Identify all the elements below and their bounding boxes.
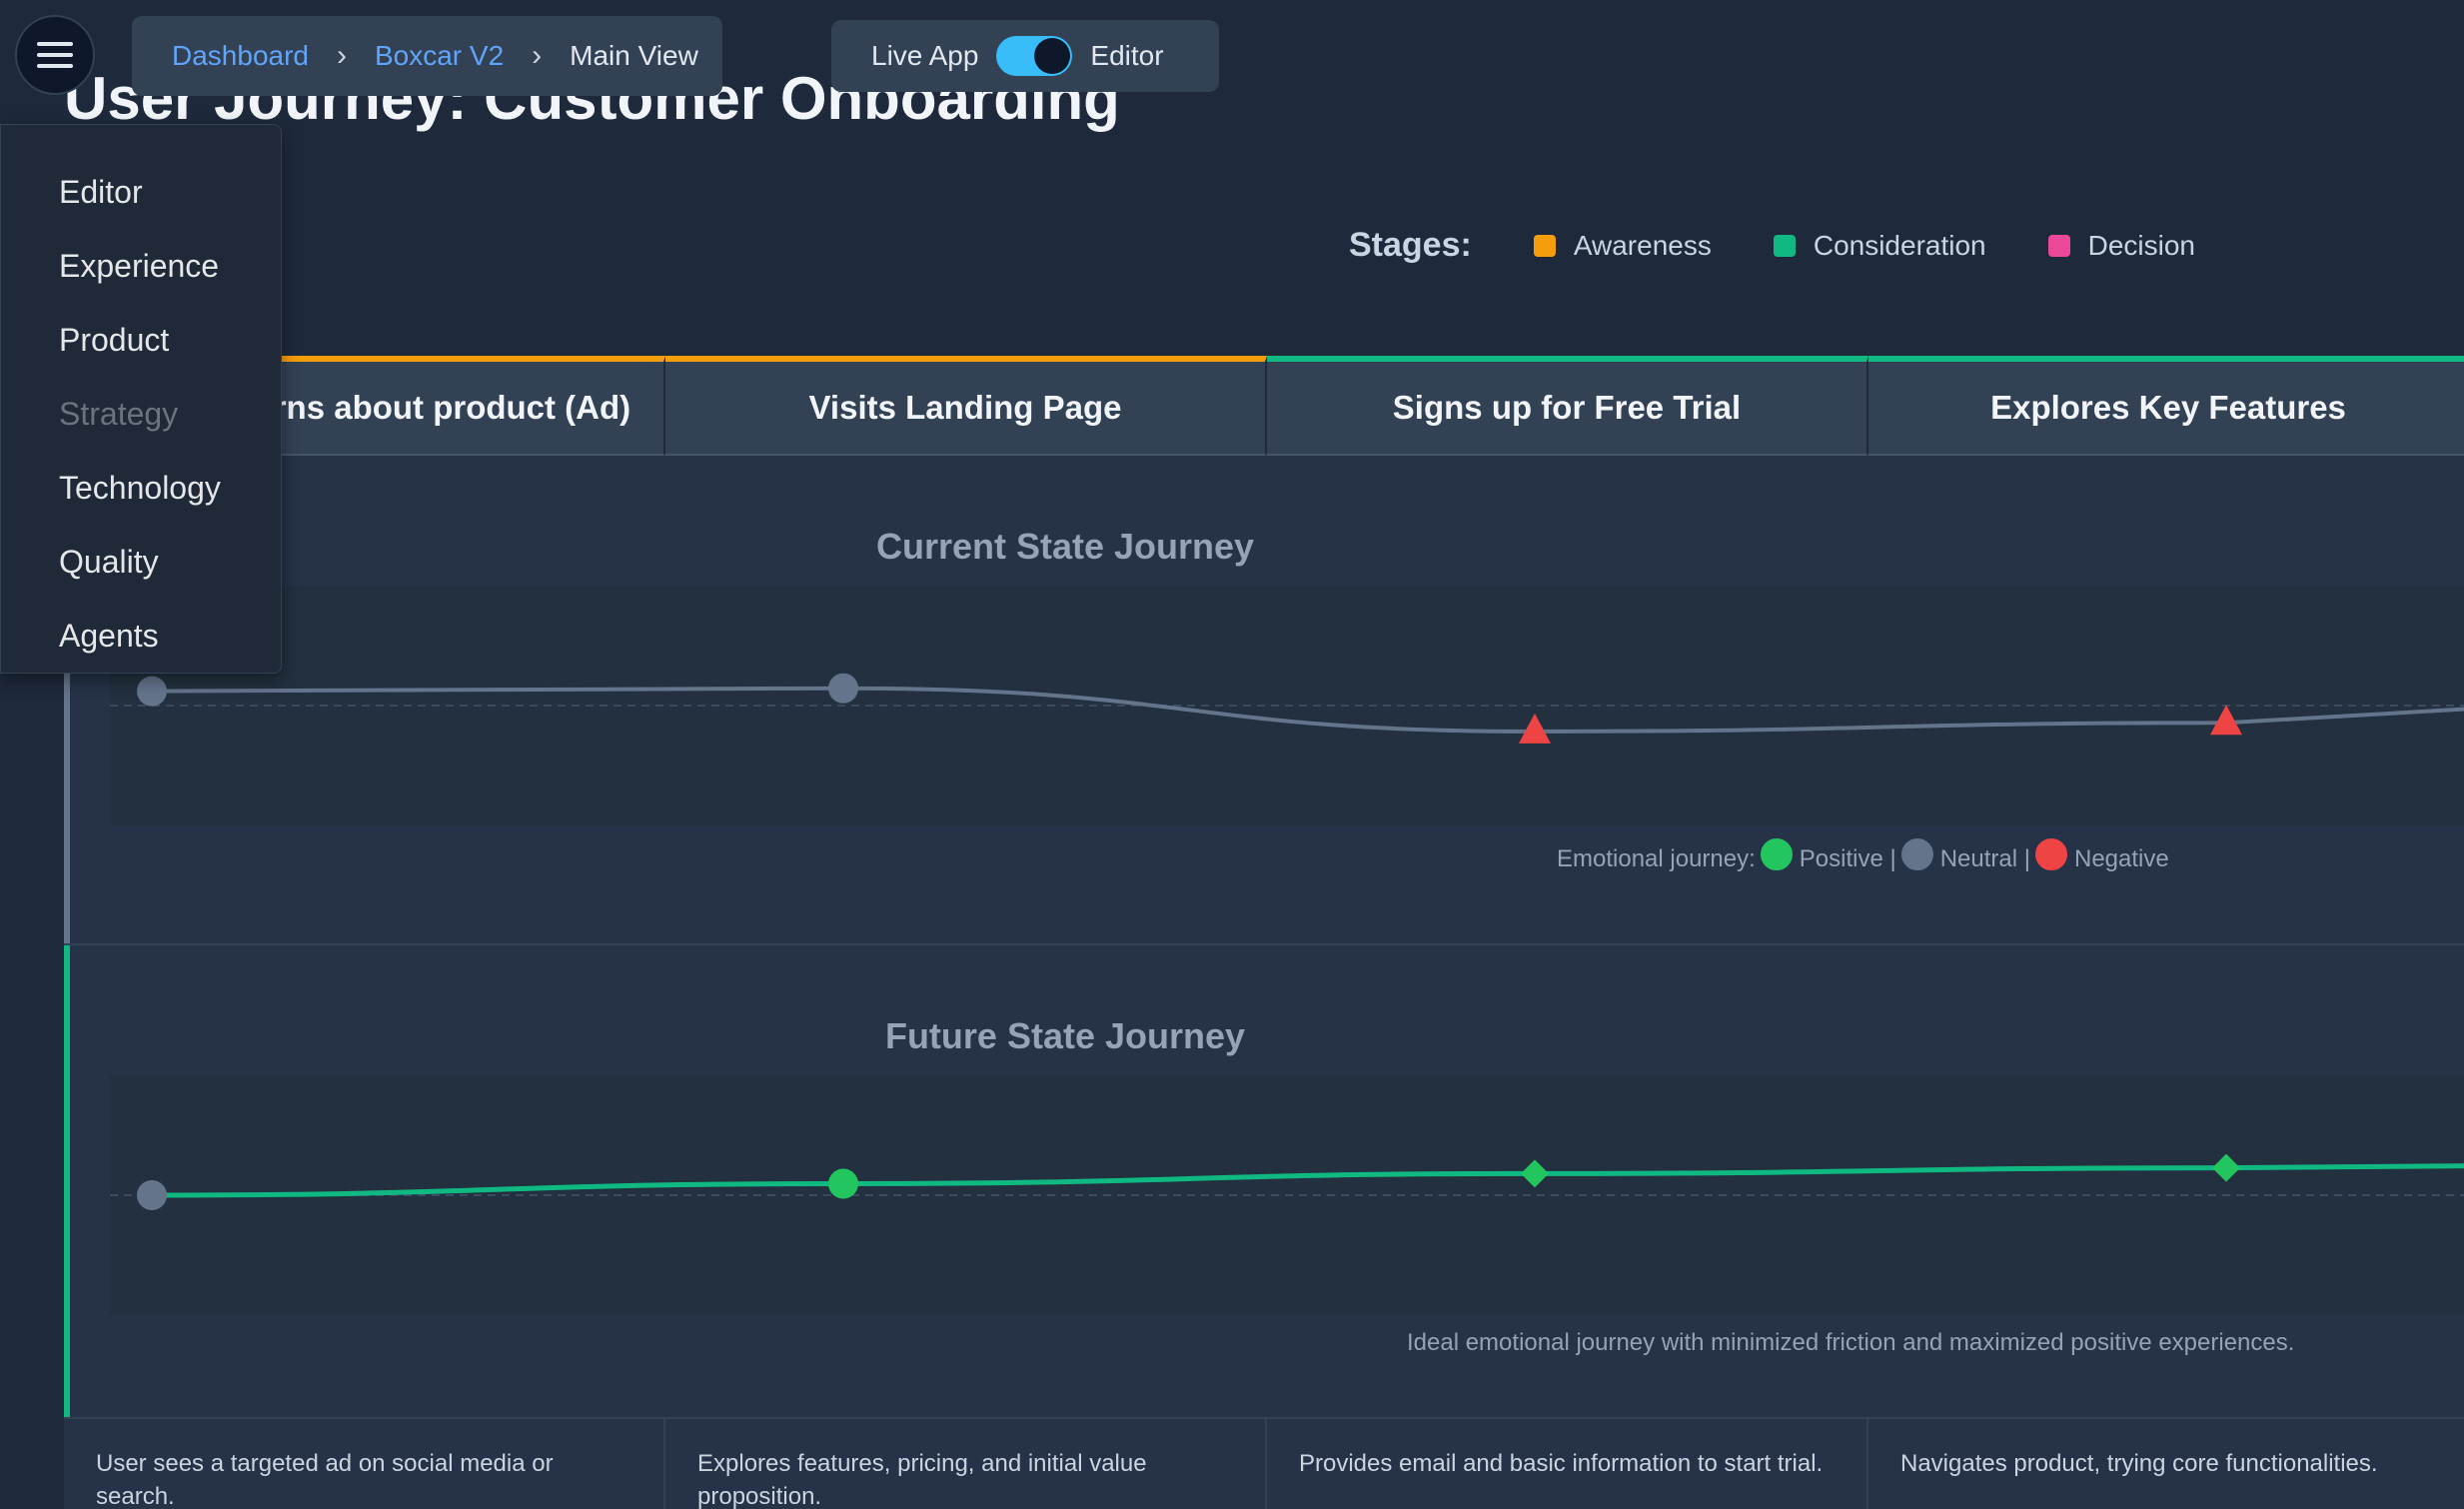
- emotion-legend-label: Emotional journey:: [1557, 845, 1756, 872]
- journey-line: [151, 1163, 2464, 1198]
- switch-knob: [1034, 38, 1071, 74]
- future-caption: Ideal emotional journey with minimized f…: [1407, 1329, 2295, 1356]
- step-header-1[interactable]: Learns about product (Ad): [64, 356, 665, 456]
- mode-toggle: Live App Editor: [831, 20, 1219, 92]
- negative-dot-icon: [2032, 835, 2070, 873]
- step-description-3: Provides email and basic information to …: [1267, 1419, 1868, 1509]
- stage-legend-label: Stages:: [1349, 226, 1472, 264]
- step-header-4[interactable]: Explores Key Features: [1868, 356, 2464, 456]
- chevron-right-icon: ›: [532, 39, 543, 72]
- step-description-2: Explores features, pricing, and initial …: [665, 1419, 1267, 1509]
- side-menu: Editor Experience Product Strategy Techn…: [0, 124, 282, 674]
- legend-item-awareness: Awareness: [1533, 229, 1712, 262]
- breadcrumb-dashboard[interactable]: Dashboard: [172, 40, 309, 71]
- editor-label: Editor: [1090, 40, 1164, 71]
- live-app-label: Live App: [871, 40, 979, 71]
- current-state-section: Current State Journey Emotional journey:…: [64, 456, 2464, 943]
- menu-item-editor[interactable]: Editor: [59, 173, 143, 210]
- future-state-section: Future State Journey Ideal emotional jou…: [64, 945, 2464, 1417]
- legend-label-consideration: Consideration: [1813, 229, 1986, 261]
- journey-line: [151, 686, 2464, 734]
- menu-item-strategy: Strategy: [59, 395, 179, 432]
- step-description-4: Navigates product, trying core functiona…: [1868, 1419, 2464, 1509]
- breadcrumb-current: Main View: [570, 40, 698, 71]
- step-header-3[interactable]: Signs up for Free Trial: [1267, 356, 1868, 456]
- negative-point-marker: [1519, 713, 1551, 744]
- menu-item-agents[interactable]: Agents: [59, 617, 159, 654]
- neutral-point-marker: [828, 673, 858, 704]
- chevron-right-icon: ›: [336, 39, 347, 72]
- emotion-legend-negative: Negative: [2074, 845, 2169, 872]
- hamburger-icon: [37, 42, 73, 68]
- current-journey-chart: [110, 673, 2464, 744]
- menu-item-technology[interactable]: Technology: [59, 469, 221, 506]
- step-header-2[interactable]: Visits Landing Page: [665, 356, 1267, 456]
- positive-dot-icon: [1757, 835, 1796, 873]
- breadcrumb-project[interactable]: Boxcar V2: [374, 40, 505, 71]
- future-state-title: Future State Journey: [884, 1015, 1246, 1056]
- legend-item-decision: Decision: [2047, 229, 2196, 262]
- positive-point-marker: [1521, 1159, 1549, 1188]
- step-description-1: User sees a targeted ad on social media …: [64, 1419, 665, 1509]
- neutral-point-marker: [137, 676, 167, 707]
- journey-step-header-row: Learns about product (Ad) Visits Landing…: [64, 356, 2464, 456]
- section-divider: [64, 943, 2464, 945]
- emotion-legend-neutral: Neutral |: [1939, 845, 2030, 872]
- neutral-dot-icon: [1897, 835, 1936, 873]
- decision-swatch: [2047, 234, 2070, 257]
- step-label: Explores Key Features: [1990, 389, 2346, 426]
- negative-point-marker: [2210, 705, 2242, 736]
- future-journey-chart: [110, 1153, 2464, 1210]
- step-label: Signs up for Free Trial: [1392, 389, 1742, 426]
- emotion-legend: Emotional journey: Positive | Neutral | …: [1557, 835, 2169, 883]
- legend-label-awareness: Awareness: [1573, 229, 1712, 261]
- current-state-title: Current State Journey: [875, 526, 1255, 567]
- step-label: Learns about product (Ad): [216, 389, 631, 426]
- hamburger-menu-button[interactable]: [15, 15, 95, 95]
- menu-item-experience[interactable]: Experience: [59, 247, 220, 284]
- consideration-swatch: [1773, 234, 1796, 257]
- menu-item-product[interactable]: Product: [59, 321, 170, 358]
- positive-point-marker: [2212, 1153, 2240, 1182]
- menu-item-quality[interactable]: Quality: [59, 543, 159, 580]
- legend-item-consideration: Consideration: [1773, 229, 1986, 262]
- awareness-swatch: [1533, 234, 1556, 257]
- legend-label-decision: Decision: [2087, 229, 2196, 261]
- stage-legend: Stages: Awareness Consideration Decision: [1349, 226, 2257, 265]
- mode-switch[interactable]: [996, 36, 1073, 76]
- breadcrumb: Dashboard › Boxcar V2 › Main View: [132, 16, 722, 96]
- positive-point-marker: [828, 1168, 858, 1199]
- step-label: Visits Landing Page: [808, 389, 1122, 426]
- step-description-row: User sees a targeted ad on social media …: [64, 1417, 2464, 1509]
- emotion-legend-positive: Positive |: [1799, 845, 1896, 872]
- neutral-point-marker: [137, 1180, 167, 1210]
